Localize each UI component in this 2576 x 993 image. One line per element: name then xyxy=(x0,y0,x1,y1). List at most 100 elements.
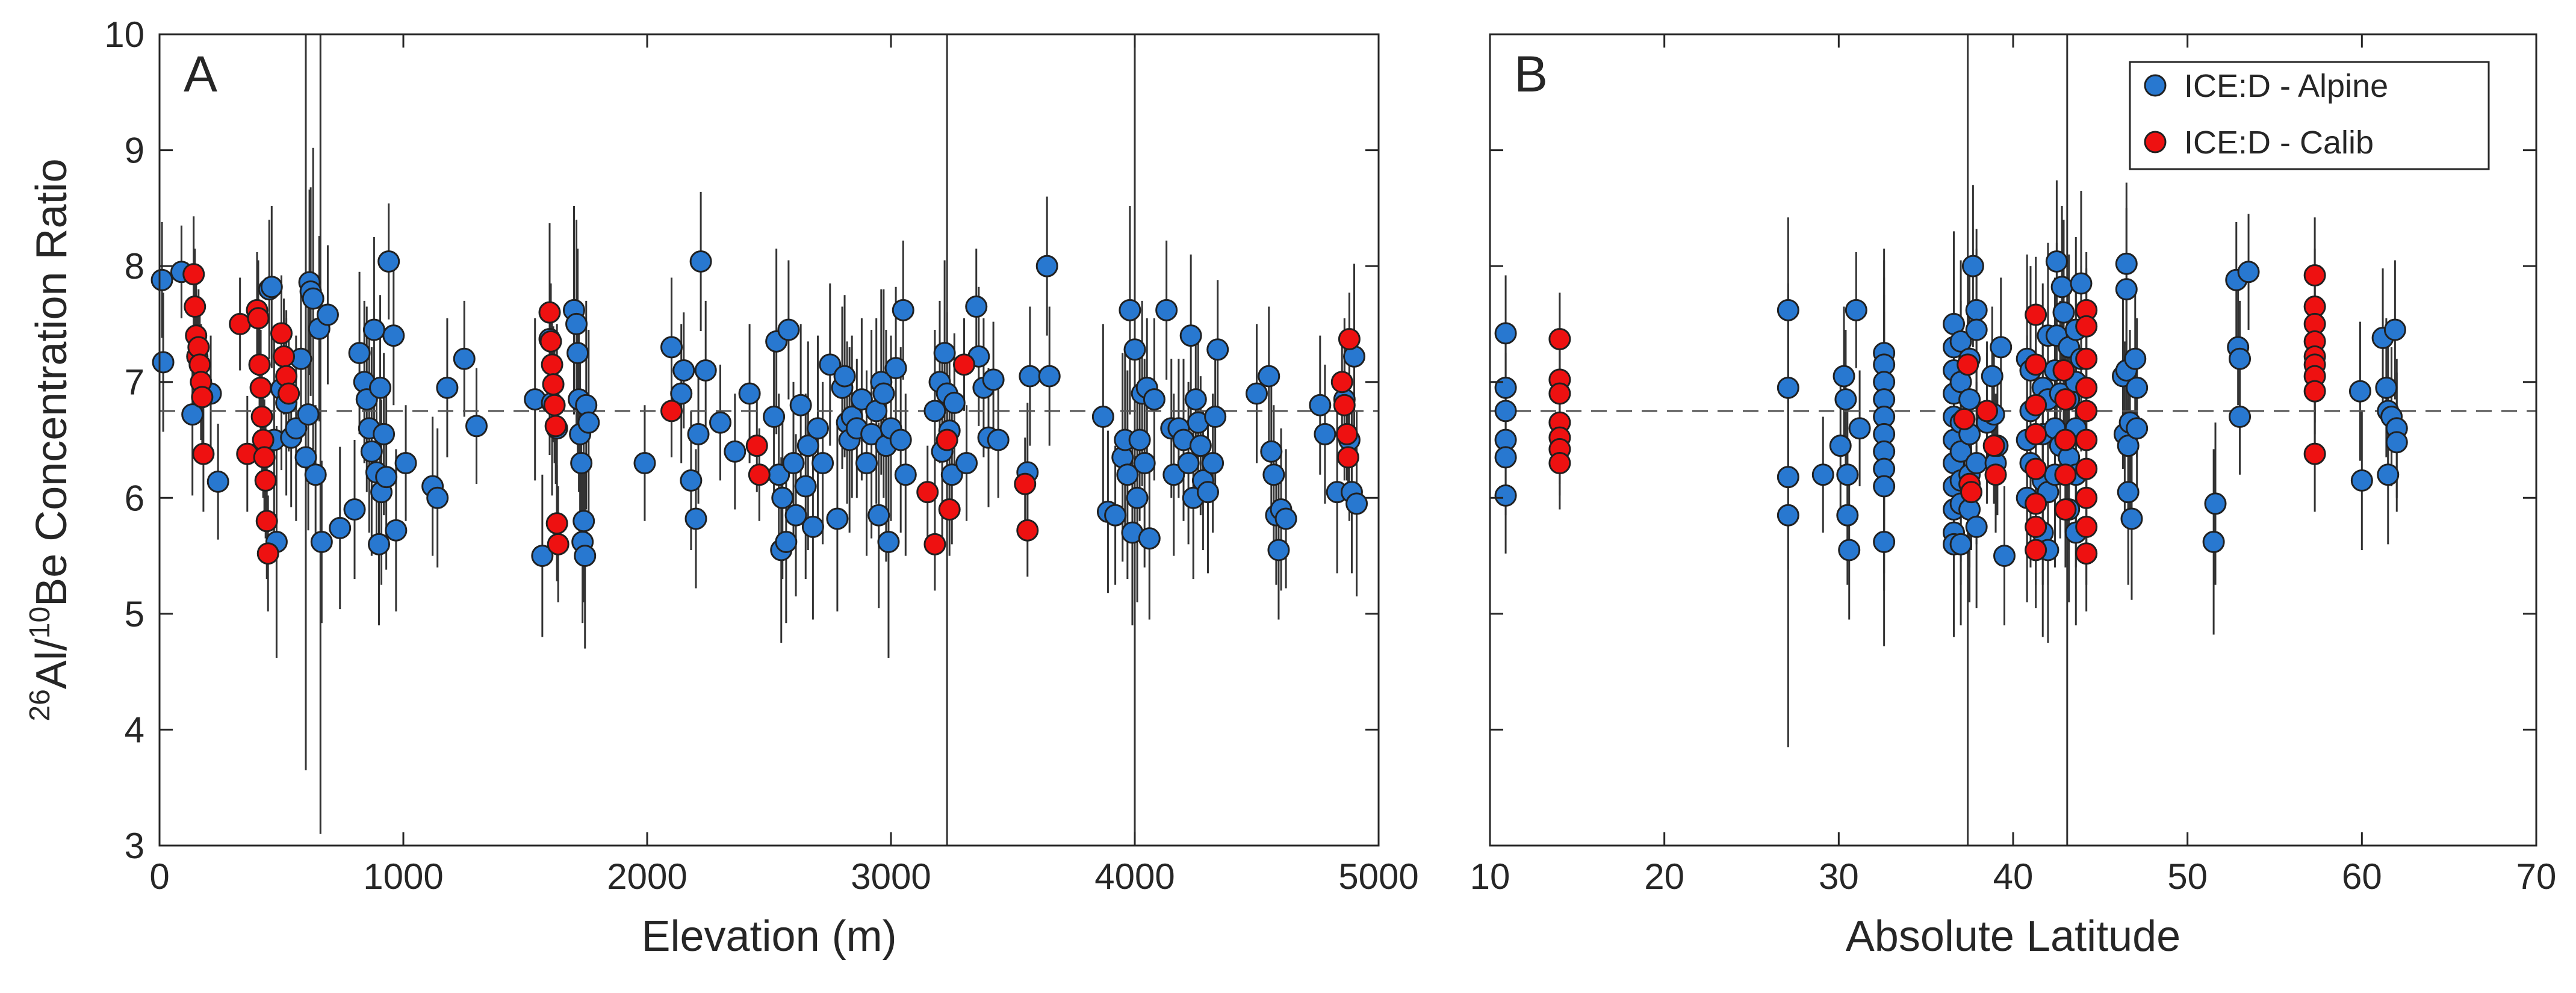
alpine-data-point xyxy=(1184,388,1207,411)
alpine-data-point xyxy=(923,400,946,422)
calib-data-point xyxy=(547,533,570,555)
alpine-data-point xyxy=(343,498,366,521)
calib-data-point xyxy=(254,469,277,492)
alpine-data-point xyxy=(687,422,710,445)
alpine-data-point xyxy=(577,411,600,434)
alpine-data-point xyxy=(377,250,400,273)
calib-data-point xyxy=(938,498,961,521)
alpine-data-point xyxy=(2229,347,2252,370)
alpine-data-point xyxy=(1494,446,1517,469)
alpine-data-point xyxy=(1494,484,1517,507)
calib-data-point xyxy=(545,512,568,535)
alpine-data-point xyxy=(1345,492,1368,515)
alpine-data-point xyxy=(943,391,966,414)
calib-data-point xyxy=(2054,498,2077,521)
alpine-data-point xyxy=(1246,382,1268,405)
x-tick-label: 1000 xyxy=(363,856,443,897)
calib-data-point xyxy=(250,405,273,428)
y-tick-label: 10 xyxy=(104,14,144,55)
x-tick-label: 2000 xyxy=(607,856,687,897)
calib-data-point xyxy=(544,415,567,438)
alpine-data-point xyxy=(1038,365,1061,388)
calib-data-point xyxy=(2025,303,2047,326)
calib-data-point xyxy=(916,481,939,504)
calib-data-point xyxy=(1982,435,2005,457)
alpine-data-point xyxy=(796,435,819,457)
alpine-data-point xyxy=(1119,299,1141,321)
alpine-data-point xyxy=(1197,481,1219,504)
calib-data-point xyxy=(247,307,270,330)
calib-data-point xyxy=(182,263,205,286)
calib-data-point xyxy=(2303,380,2326,403)
alpine-data-point xyxy=(1179,324,1202,347)
alpine-data-point xyxy=(573,510,595,533)
alpine-data-point xyxy=(369,376,392,399)
alpine-data-point xyxy=(2377,463,2400,486)
panel-b-label: B xyxy=(1514,46,1548,102)
alpine-data-point xyxy=(1274,507,1297,530)
alpine-data-point xyxy=(1965,299,1988,321)
alpine-data-point xyxy=(877,530,900,553)
alpine-data-point xyxy=(2375,376,2398,399)
alpine-data-point xyxy=(570,452,593,475)
alpine-data-point xyxy=(152,351,175,374)
alpine-data-point xyxy=(465,415,488,438)
alpine-data-point xyxy=(1202,452,1224,475)
calib-data-point xyxy=(270,322,293,345)
alpine-data-point xyxy=(206,470,229,493)
alpine-data-point xyxy=(1811,463,1834,486)
y-tick-label: 3 xyxy=(125,826,144,866)
calib-data-point xyxy=(1333,394,1356,416)
y-tick-label: 7 xyxy=(125,362,144,403)
alpine-data-point xyxy=(1836,463,1859,486)
alpine-data-point xyxy=(310,530,333,553)
x-tick-label: 3000 xyxy=(851,856,931,897)
alpine-data-point xyxy=(2050,276,2073,299)
alpine-data-point xyxy=(1494,400,1517,422)
legend-alpine-label: ICE:D - Alpine xyxy=(2184,68,2388,104)
alpine-data-point xyxy=(1961,255,1984,277)
calib-data-point xyxy=(1548,327,1571,350)
calib-data-point xyxy=(2075,315,2098,338)
alpine-data-point xyxy=(1204,405,1227,428)
x-tick-label: 30 xyxy=(1819,856,1859,897)
y-tick-label: 4 xyxy=(125,710,144,750)
alpine-data-point xyxy=(2126,376,2149,399)
alpine-data-point xyxy=(1993,545,2016,568)
alpine-data-point xyxy=(1777,376,1799,399)
alpine-data-point xyxy=(1162,463,1185,486)
alpine-data-point xyxy=(782,452,805,475)
calib-data-point xyxy=(1016,519,1039,542)
alpine-data-point xyxy=(394,452,417,475)
alpine-data-point xyxy=(2070,272,2093,295)
calib-data-point xyxy=(1330,371,1353,394)
y-axis-title-part-2: Be Concentration Ratio xyxy=(28,158,76,606)
alpine-data-point xyxy=(789,394,812,416)
legend: ICE:D - Alpine ICE:D - Calib xyxy=(2129,61,2490,170)
calib-data-point xyxy=(253,446,276,469)
alpine-data-point xyxy=(1177,452,1200,475)
alpine-data-point xyxy=(965,295,988,318)
alpine-data-point xyxy=(801,515,824,538)
alpine-data-point xyxy=(329,516,352,539)
y-axis-title-superscript-1: 26 xyxy=(24,689,56,721)
alpine-data-point xyxy=(1958,388,1981,411)
alpine-data-point xyxy=(373,422,396,445)
y-axis-title: 26Al/10Be Concentration Ratio xyxy=(24,158,76,721)
calib-data-point xyxy=(191,386,214,409)
alpine-data-point xyxy=(382,324,405,347)
alpine-data-point xyxy=(1206,338,1229,361)
calib-data-point xyxy=(2025,515,2047,538)
alpine-data-point xyxy=(1873,530,1896,553)
alpine-data-point xyxy=(2045,250,2068,273)
calib-data-point xyxy=(2025,353,2047,376)
alpine-data-point xyxy=(285,417,308,440)
alpine-data-point xyxy=(426,486,449,509)
alpine-data-point xyxy=(982,368,1005,391)
calib-data-point xyxy=(2303,264,2326,287)
x-tick-label: 40 xyxy=(1993,856,2034,897)
alpine-data-point xyxy=(1133,452,1156,475)
alpine-data-point xyxy=(1019,365,1041,388)
alpine-data-point xyxy=(1123,338,1146,361)
alpine-data-point xyxy=(1155,299,1178,321)
